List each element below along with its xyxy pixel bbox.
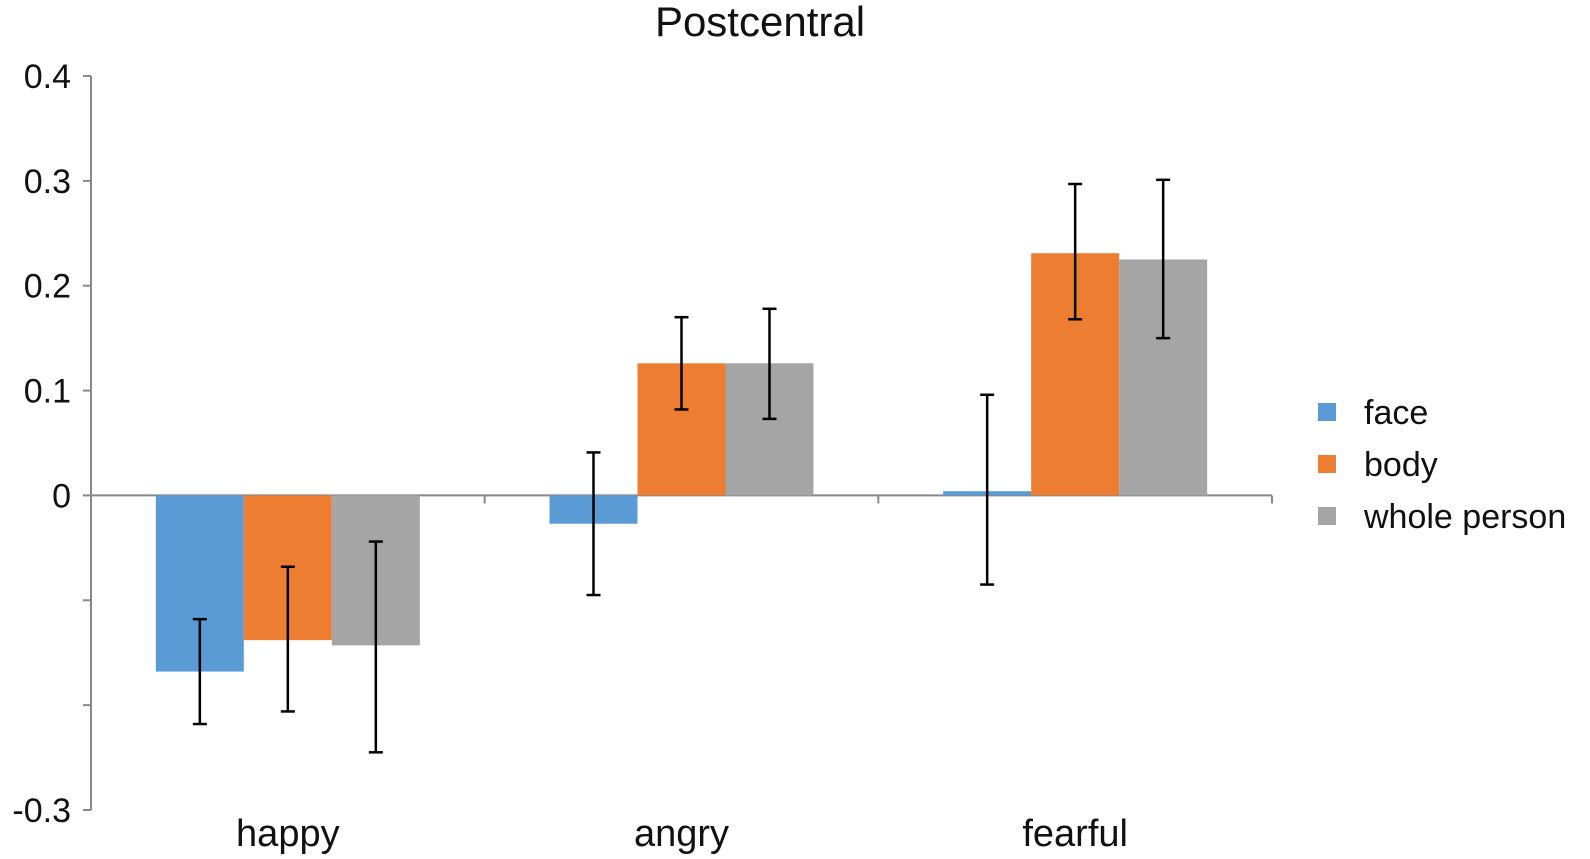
legend-label: whole person	[1363, 498, 1566, 536]
legend-label: face	[1364, 394, 1428, 432]
category-label: angry	[634, 813, 729, 855]
chart-legend: face body whole person	[1318, 394, 1566, 536]
legend-label: body	[1364, 446, 1438, 484]
chart-title: Postcentral	[655, 0, 865, 45]
category-label: fearful	[1022, 813, 1128, 855]
y-tick-label: 0.4	[24, 58, 71, 96]
category-labels: happy angry fearful	[236, 813, 1128, 855]
y-tick-label: 0.1	[24, 373, 71, 411]
y-tick-label: 0.3	[24, 163, 71, 201]
legend-swatch	[1318, 455, 1336, 473]
y-tick-label: -0.3	[12, 792, 71, 830]
y-tick-label: 0.2	[24, 268, 71, 306]
chart-error-bars	[192, 178, 1171, 754]
y-tick-label: 0	[52, 477, 71, 515]
category-label: happy	[236, 813, 340, 855]
chart-axes: 0.4 0.3 0.2 0.1 0 -0.3	[12, 58, 1273, 830]
legend-swatch	[1318, 403, 1336, 421]
legend-swatch	[1318, 507, 1336, 525]
